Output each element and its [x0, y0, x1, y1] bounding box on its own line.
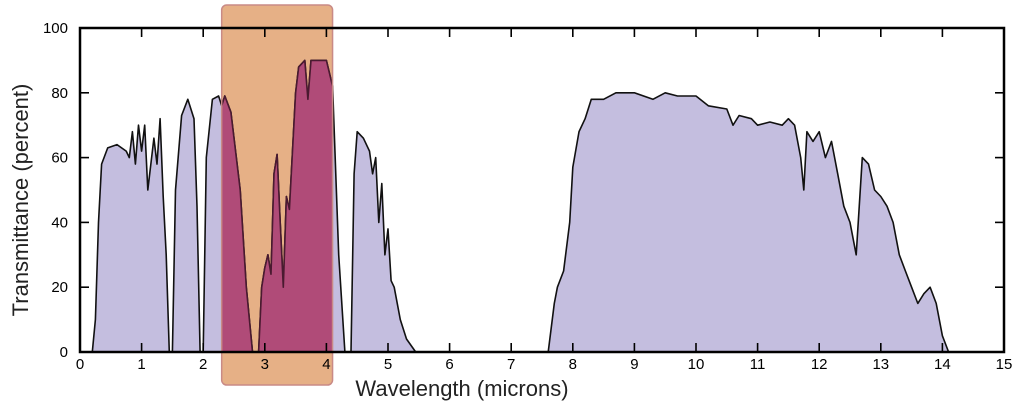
- x-tick-label: 13: [872, 356, 889, 373]
- x-tick-label: 9: [630, 356, 638, 373]
- x-tick-label: 3: [261, 356, 269, 373]
- x-tick-label: 0: [76, 356, 84, 373]
- y-tick-label: 20: [51, 279, 68, 296]
- x-axis-title: Wavelength (microns): [355, 376, 568, 401]
- y-axis-title: Transmittance (percent): [8, 84, 33, 317]
- x-tick-label: 2: [199, 356, 207, 373]
- y-tick-label: 40: [51, 214, 68, 231]
- x-tick-label: 8: [569, 356, 577, 373]
- x-tick-label: 1: [137, 356, 145, 373]
- y-tick-label: 100: [43, 20, 68, 37]
- x-tick-label: 4: [322, 356, 330, 373]
- y-tick-label: 80: [51, 85, 68, 102]
- x-tick-label: 6: [445, 356, 453, 373]
- y-tick-label: 60: [51, 150, 68, 167]
- highlight-border: [220, 4, 334, 386]
- x-tick-label: 11: [750, 356, 766, 373]
- x-tick-label: 7: [507, 356, 515, 373]
- highlight-overlap-area: [221, 59, 333, 353]
- x-tick-label: 14: [934, 356, 951, 373]
- y-tick-label: 0: [60, 344, 68, 361]
- x-tick-label: 10: [688, 356, 705, 373]
- x-tick-label: 15: [996, 356, 1013, 373]
- x-tick-label: 5: [384, 356, 392, 373]
- x-tick-label: 12: [811, 356, 828, 373]
- plot-frame: [78, 26, 1006, 354]
